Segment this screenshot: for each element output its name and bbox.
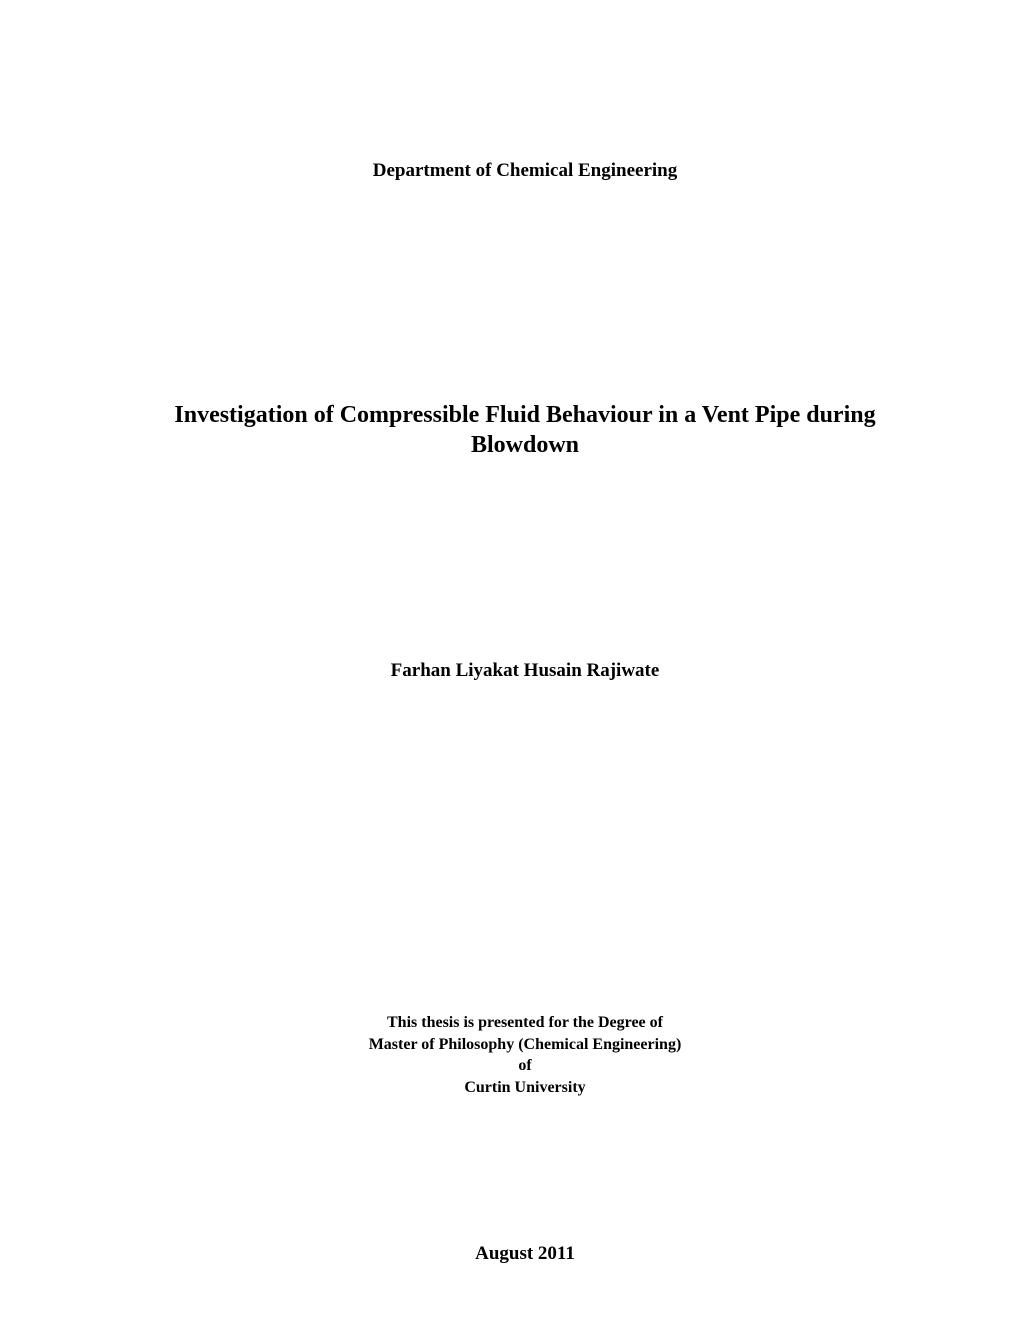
title-line-1: Investigation of Compressible Fluid Beha… [174, 402, 875, 428]
degree-line-3: of [518, 1057, 531, 1074]
department-name: Department of Chemical Engineering [150, 160, 900, 182]
degree-line-4: Curtin University [464, 1079, 585, 1096]
degree-line-2: Master of Philosophy (Chemical Engineeri… [369, 1036, 682, 1053]
submission-date: August 2011 [150, 1243, 900, 1265]
thesis-title-page: Department of Chemical Engineering Inves… [0, 0, 1020, 1320]
thesis-title: Investigation of Compressible Fluid Beha… [150, 400, 900, 460]
title-line-2: Blowdown [471, 432, 579, 458]
degree-statement: This thesis is presented for the Degree … [150, 1012, 900, 1098]
degree-line-1: This thesis is presented for the Degree … [387, 1014, 663, 1031]
author-name: Farhan Liyakat Husain Rajiwate [150, 660, 900, 682]
